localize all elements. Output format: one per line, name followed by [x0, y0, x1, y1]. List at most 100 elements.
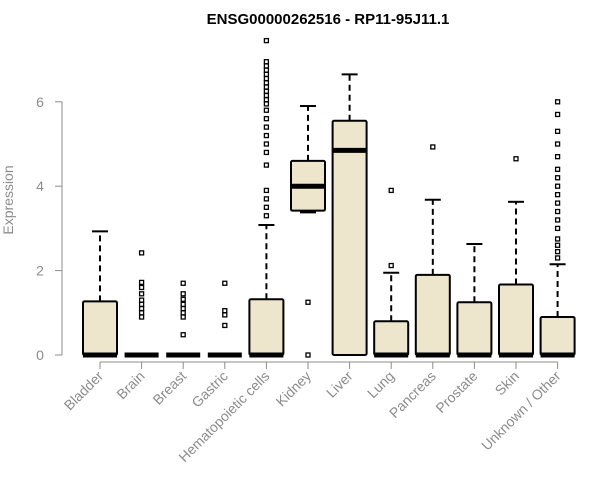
- outlier-point: [263, 37, 270, 44]
- outlier-point: [554, 208, 561, 215]
- outlier-point: [263, 101, 270, 107]
- box-body: [456, 301, 493, 356]
- outlier-point: [180, 291, 186, 297]
- outlier-point: [263, 88, 270, 94]
- box-3: [207, 280, 242, 358]
- outlier-point: [263, 187, 270, 194]
- x-tick-label: Prostate: [432, 368, 480, 416]
- box-11: [539, 99, 576, 358]
- box-2: [166, 280, 201, 358]
- box-body: [414, 273, 451, 357]
- outlier-point: [263, 67, 270, 73]
- outlier-point: [263, 97, 270, 103]
- outlier-point: [138, 250, 145, 256]
- outlier-point: [180, 301, 186, 308]
- box-0: [82, 230, 118, 358]
- outlier-point: [222, 312, 228, 318]
- box-9: [456, 243, 493, 358]
- outlier-point: [263, 132, 270, 139]
- outlier-point: [138, 305, 145, 312]
- box-7: [373, 187, 410, 358]
- outlier-point: [263, 141, 270, 147]
- outlier-point: [430, 144, 436, 150]
- outlier-point: [180, 305, 186, 312]
- box-body: [373, 320, 410, 356]
- outlier-point: [138, 301, 145, 308]
- outlier-point: [554, 217, 561, 223]
- outlier-point: [138, 284, 145, 291]
- chart-title: ENSG00000262516 - RP11-95J11.1: [207, 11, 450, 28]
- x-tick-label: Unknown / Other: [478, 368, 564, 454]
- outlier-point: [554, 175, 561, 181]
- outlier-point: [554, 141, 561, 147]
- outlier-point: [263, 80, 270, 86]
- outlier-point: [305, 299, 311, 305]
- box-body: [82, 300, 118, 357]
- outlier-point: [263, 92, 270, 99]
- outlier-point: [554, 191, 561, 198]
- outlier-point: [138, 297, 145, 303]
- outlier-point: [222, 280, 228, 286]
- x-tick-label: Kidney: [273, 368, 315, 410]
- outlier-point: [263, 149, 270, 156]
- outlier-point: [554, 183, 561, 189]
- outlier-point: [263, 124, 270, 130]
- box-5: [290, 105, 326, 358]
- outlier-point: [513, 156, 519, 162]
- box-body: [248, 298, 285, 356]
- x-tick-label: Liver: [323, 368, 356, 401]
- outlier-point: [180, 310, 186, 316]
- outlier-point: [263, 75, 270, 82]
- outlier-point: [554, 111, 561, 118]
- box-10: [498, 156, 534, 358]
- outlier-point: [554, 99, 561, 105]
- outlier-point: [263, 116, 270, 122]
- y-tick-label: 0: [36, 347, 44, 363]
- outlier-point: [554, 225, 561, 232]
- box-4: [248, 37, 285, 358]
- x-tick-label: Lung: [364, 368, 397, 401]
- outlier-point: [554, 248, 561, 255]
- y-tick-label: 6: [36, 94, 44, 110]
- outlier-point: [138, 279, 145, 286]
- outlier-point: [138, 291, 145, 297]
- x-tick-label: Skin: [492, 368, 523, 399]
- outlier-point: [180, 296, 186, 302]
- y-axis: 0 2 4 6: [36, 94, 63, 363]
- box-1: [124, 250, 159, 358]
- outlier-point: [554, 242, 561, 248]
- box-8: [414, 144, 451, 358]
- outlier-point: [222, 322, 228, 329]
- outlier-point: [222, 308, 228, 314]
- outlier-point: [263, 107, 270, 113]
- outlier-point: [263, 204, 270, 210]
- outlier-point: [263, 63, 270, 69]
- outlier-point: [263, 84, 270, 90]
- box-6: [331, 73, 368, 357]
- outlier-point: [263, 213, 270, 219]
- box-group: [82, 37, 576, 358]
- outlier-point: [554, 166, 561, 172]
- x-tick-label: Breast: [149, 368, 189, 408]
- outlier-point: [554, 255, 561, 261]
- box-body: [498, 283, 534, 356]
- y-tick-label: 2: [36, 263, 44, 279]
- outlier-point: [180, 332, 186, 338]
- outlier-point: [180, 314, 186, 320]
- x-tick-label: Bladder: [61, 368, 107, 414]
- box-body: [539, 316, 576, 356]
- y-axis-label: Expression: [0, 165, 16, 234]
- outlier-point: [305, 352, 311, 358]
- y-tick-label: 4: [36, 178, 44, 194]
- outlier-point: [388, 187, 394, 194]
- box-body: [331, 119, 368, 357]
- outlier-point: [263, 59, 270, 65]
- outlier-point: [554, 200, 561, 206]
- outlier-point: [554, 128, 561, 134]
- x-tick-label: Brain: [113, 368, 147, 402]
- outlier-point: [180, 280, 186, 286]
- outlier-point: [554, 154, 561, 160]
- outlier-point: [138, 314, 145, 320]
